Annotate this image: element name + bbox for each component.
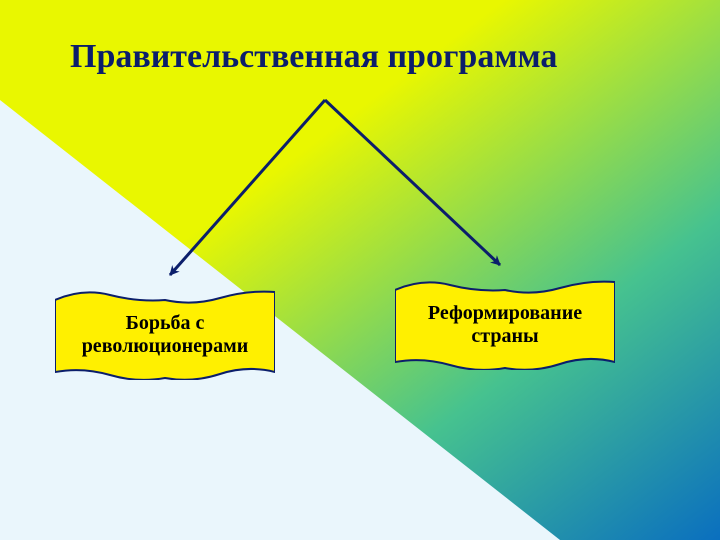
banner-left-label: Борьба с революционерами (55, 312, 275, 358)
banner-left: Борьба с революционерами (55, 290, 275, 380)
banner-right-line2: страны (471, 325, 538, 347)
banner-left-line1: Борьба с (126, 312, 205, 334)
banner-right-line1: Реформирование (428, 302, 582, 324)
banner-left-line2: революционерами (82, 335, 249, 357)
arrow-left (170, 100, 325, 275)
banner-right-label: Реформирование страны (395, 302, 615, 348)
banner-right: Реформирование страны (395, 280, 615, 370)
arrows-layer (0, 0, 720, 540)
arrow-right (325, 100, 500, 265)
slide-stage: Правительственная программа Борьба с рев… (0, 0, 720, 540)
